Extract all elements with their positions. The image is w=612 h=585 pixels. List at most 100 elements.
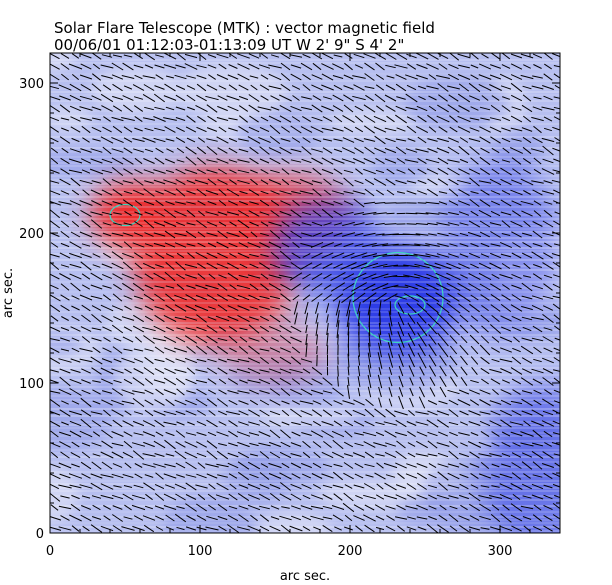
field-vector — [59, 431, 71, 437]
field-vector — [218, 168, 227, 175]
field-vector — [533, 125, 542, 134]
field-vector — [459, 494, 469, 500]
field-vector — [250, 514, 258, 522]
field-vector — [197, 262, 206, 270]
field-vector — [468, 526, 481, 531]
field-vector — [376, 189, 384, 196]
field-vector — [470, 243, 479, 247]
field-vector — [292, 199, 300, 207]
field-vector — [522, 495, 532, 499]
field-vector — [238, 514, 249, 522]
field-vector — [542, 262, 554, 270]
field-vector — [416, 63, 428, 70]
field-vector — [176, 126, 185, 133]
field-vector — [469, 198, 480, 208]
field-vector — [238, 400, 249, 405]
field-vector — [363, 53, 376, 59]
field-vector — [402, 243, 421, 247]
field-vector — [238, 410, 249, 416]
field-vector — [124, 504, 132, 511]
field-vector — [542, 451, 554, 459]
field-vector — [153, 463, 166, 468]
field-vector — [354, 179, 364, 185]
field-vector — [237, 358, 250, 363]
field-vector — [124, 305, 132, 311]
field-vector — [123, 104, 133, 113]
field-vector — [340, 262, 357, 270]
field-vector — [205, 284, 219, 290]
field-vector — [281, 462, 290, 469]
field-vector — [429, 376, 436, 387]
field-vector — [446, 282, 461, 292]
field-vector — [371, 283, 389, 291]
field-vector — [435, 272, 451, 281]
field-vector — [346, 309, 351, 328]
field-vector — [301, 222, 312, 226]
field-vector — [364, 146, 375, 155]
field-vector — [404, 284, 419, 290]
field-vector — [332, 387, 344, 397]
field-vector — [207, 115, 217, 123]
field-vector — [342, 273, 355, 280]
field-vector — [176, 159, 185, 163]
field-vector — [468, 283, 481, 291]
field-vector — [259, 399, 270, 406]
field-vector — [81, 125, 91, 134]
field-vector — [60, 242, 70, 248]
field-vector — [163, 64, 177, 69]
field-vector — [375, 84, 385, 91]
field-vector — [176, 147, 185, 154]
field-vector — [205, 95, 219, 101]
field-vector — [375, 526, 385, 531]
field-vector — [292, 95, 300, 101]
field-vector — [426, 53, 439, 60]
field-vector — [290, 283, 302, 291]
field-vector — [236, 431, 251, 437]
field-vector — [363, 201, 376, 205]
field-vector — [206, 345, 218, 355]
field-vector — [470, 484, 479, 489]
field-vector — [58, 526, 72, 531]
field-vector — [414, 263, 430, 269]
field-vector — [81, 243, 91, 247]
field-vector — [217, 105, 228, 112]
field-vector — [470, 263, 479, 269]
field-vector — [186, 94, 196, 102]
field-vector — [459, 421, 469, 426]
field-vector — [229, 483, 237, 490]
field-vector — [228, 117, 238, 121]
field-vector — [427, 484, 438, 489]
field-vector — [186, 179, 196, 185]
field-vector — [227, 262, 239, 270]
field-vector — [279, 368, 292, 374]
field-vector — [112, 242, 123, 248]
field-vector — [145, 253, 153, 258]
field-vector — [300, 126, 313, 133]
field-vector — [448, 421, 459, 426]
field-vector — [238, 421, 249, 426]
field-vector — [249, 75, 259, 79]
field-vector — [332, 484, 344, 489]
field-vector — [554, 337, 560, 341]
field-vector — [552, 283, 560, 289]
field-vector — [416, 105, 428, 112]
field-vector — [396, 169, 406, 174]
field-vector — [382, 254, 399, 257]
field-vector — [131, 442, 146, 447]
field-vector — [351, 282, 367, 292]
field-vector — [352, 75, 366, 79]
field-vector — [291, 421, 301, 426]
field-vector — [520, 345, 534, 355]
field-vector — [542, 295, 554, 300]
field-vector — [279, 250, 292, 261]
field-vector — [175, 336, 186, 343]
field-vector — [290, 388, 302, 396]
x-tick-label: 300 — [488, 544, 513, 559]
field-vector — [184, 264, 198, 268]
field-vector — [302, 53, 311, 59]
field-vector — [460, 274, 468, 279]
field-vector — [259, 146, 270, 155]
field-vector — [449, 505, 458, 510]
field-vector — [491, 95, 500, 101]
field-vector — [247, 461, 261, 470]
